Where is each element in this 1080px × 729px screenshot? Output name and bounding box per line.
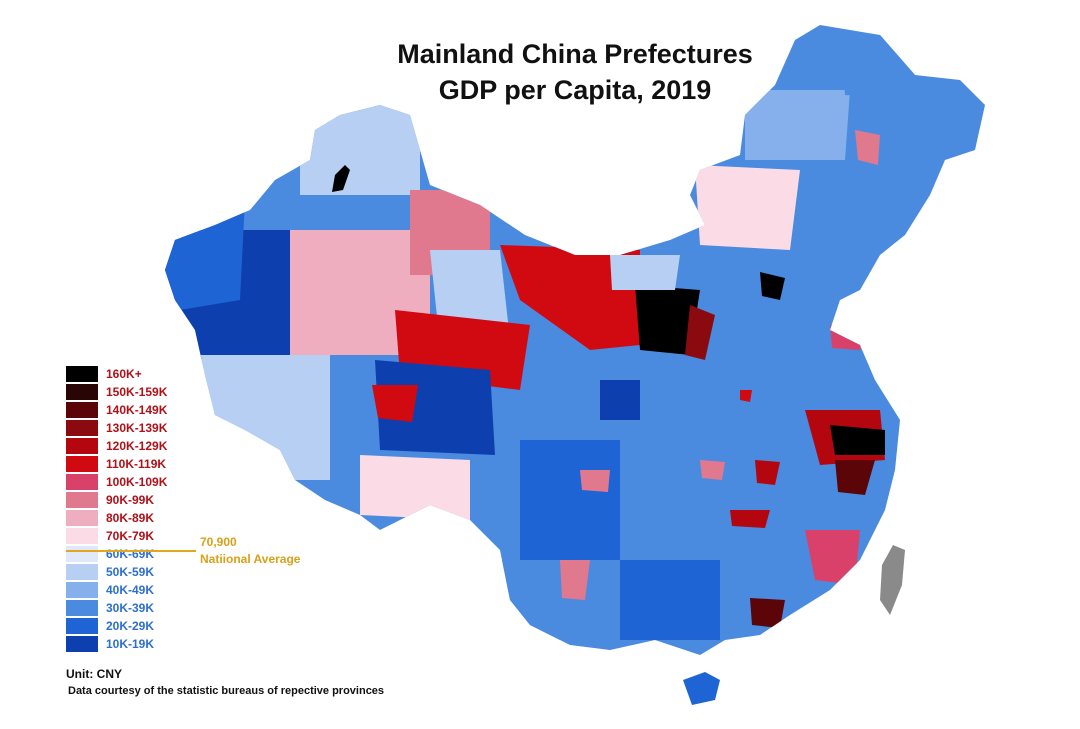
legend-swatch — [66, 456, 98, 472]
region-north-light — [300, 100, 420, 195]
legend-swatch — [66, 618, 98, 634]
legend-swatch — [66, 510, 98, 526]
legend-swatch — [66, 492, 98, 508]
legend-swatch — [66, 420, 98, 436]
region-qinghai-blue — [375, 360, 495, 455]
legend-swatch — [66, 438, 98, 454]
legend-swatch — [66, 564, 98, 580]
region-guiyang-pink — [560, 560, 590, 600]
legend-swatch — [66, 384, 98, 400]
legend-label: 100K-109K — [106, 475, 168, 489]
legend-swatch — [66, 582, 98, 598]
region-shandong-pink — [830, 325, 865, 350]
national-average-line — [66, 550, 196, 552]
legend-label: 140K-149K — [106, 403, 168, 417]
region-hohhot-light — [610, 255, 680, 290]
legend-swatch — [66, 546, 98, 562]
legend-swatch — [66, 600, 98, 616]
region-far-west — [165, 200, 245, 310]
legend-label: 90K-99K — [106, 493, 155, 507]
legend-swatch — [66, 528, 98, 544]
national-average-value: 70,900 — [200, 535, 237, 549]
legend-item: 20K-29K — [66, 617, 167, 635]
region-changsha-red — [730, 510, 770, 528]
legend-item: 10K-19K — [66, 635, 167, 653]
legend-item: 30K-39K — [66, 599, 167, 617]
title-line-1: Mainland China Prefectures — [397, 39, 753, 69]
legend-swatch — [66, 366, 98, 382]
region-northeast-light — [745, 90, 850, 160]
region-fujian-pink — [805, 530, 860, 585]
region-wuhan-red — [755, 460, 780, 485]
legend-label: 20K-29K — [106, 619, 155, 633]
legend-label: 160K+ — [106, 367, 142, 381]
legend-label: 120K-129K — [106, 439, 168, 453]
legend-item: 70K-79K — [66, 527, 167, 545]
legend-label: 110K-119K — [106, 457, 167, 471]
region-ordos-black — [635, 285, 700, 355]
region-karamay-black — [332, 165, 350, 192]
legend-label: 30K-39K — [106, 601, 155, 615]
legend-item: 90K-99K — [66, 491, 167, 509]
legend-item: 120K-129K — [66, 437, 167, 455]
legend-label: 10K-19K — [106, 637, 155, 651]
taiwan-island — [880, 545, 905, 615]
national-average-label: Natiional Average — [200, 552, 301, 566]
region-guangxi — [620, 560, 720, 640]
region-beijing-black — [760, 272, 785, 300]
legend-item: 110K-119K — [66, 455, 167, 473]
unit-note: Unit: CNY — [66, 667, 122, 681]
region-alxa-red — [500, 245, 640, 350]
region-suzhou-black — [830, 425, 885, 455]
title-line-2: GDP per Capita, 2019 — [438, 75, 712, 105]
region-heilongjiang — [840, 30, 920, 100]
region-tarim-pink — [290, 230, 430, 355]
region-hangzhou-dark — [835, 460, 875, 495]
source-note: Data courtesy of the statistic bureaus o… — [68, 685, 385, 697]
legend-item: 60K-69K — [66, 545, 167, 563]
legend-item: 40K-49K — [66, 581, 167, 599]
legend-swatch — [66, 636, 98, 652]
region-southwest-light — [200, 355, 330, 480]
legend-label: 70K-79K — [106, 529, 155, 543]
region-hefei-pink — [700, 460, 725, 480]
region-tibet-pale — [360, 455, 470, 520]
legend-item: 130K-139K — [66, 419, 167, 437]
region-baotou-red — [685, 305, 715, 360]
region-sichuan-south — [520, 440, 620, 560]
region-zhengzhou-red — [740, 390, 752, 402]
region-hulunbuir-pale — [695, 165, 800, 250]
legend-label: 50K-59K — [106, 565, 155, 579]
map-title: Mainland China Prefectures GDP per Capit… — [330, 36, 820, 108]
hainan-island — [683, 672, 720, 705]
legend-label: 80K-89K — [106, 511, 155, 525]
legend-label: 130K-139K — [106, 421, 168, 435]
legend: 160K+ 150K-159K 140K-149K 130K-139K 120K-129… — [66, 365, 167, 653]
legend-label: 40K-49K — [106, 583, 155, 597]
legend-swatch — [66, 402, 98, 418]
legend-label: 150K-159K — [106, 385, 168, 399]
region-chengdu-pink — [580, 470, 610, 492]
legend-item: 150K-159K — [66, 383, 167, 401]
region-golmud-red — [372, 385, 418, 422]
legend-item: 140K-149K — [66, 401, 167, 419]
legend-item: 80K-89K — [66, 509, 167, 527]
legend-item: 100K-109K — [66, 473, 167, 491]
region-daqing-pink — [855, 130, 880, 165]
region-shenzhen-dark — [750, 598, 785, 628]
legend-item: 160K+ — [66, 365, 167, 383]
region-yunnan — [480, 560, 560, 640]
region-gansu-dark — [600, 380, 640, 420]
legend-item: 50K-59K — [66, 563, 167, 581]
legend-swatch — [66, 474, 98, 490]
